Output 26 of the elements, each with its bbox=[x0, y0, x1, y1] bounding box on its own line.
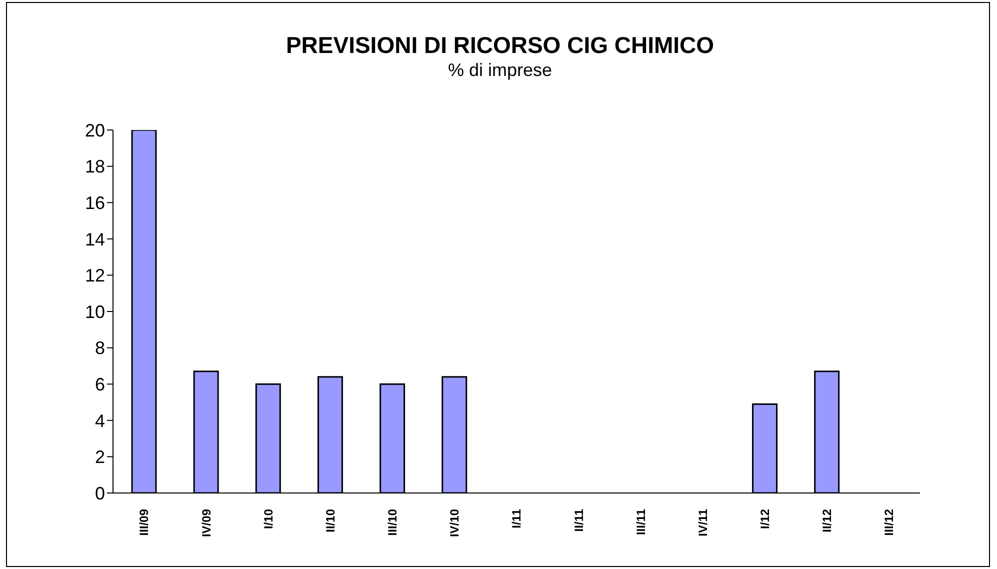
x-tick-label: IV/11 bbox=[696, 508, 710, 536]
x-tick-label: IV/09 bbox=[199, 508, 214, 538]
x-tick-label: III/12 bbox=[882, 508, 896, 536]
x-tick-label: I/11 bbox=[510, 508, 524, 528]
x-tick-label: III/10 bbox=[386, 508, 400, 536]
x-tick-label: III/09 bbox=[137, 508, 152, 536]
y-tick-label: 18 bbox=[84, 156, 105, 177]
x-tick-label: II/11 bbox=[572, 508, 586, 532]
x-tick-label: II/12 bbox=[820, 508, 834, 532]
y-tick-label: 0 bbox=[94, 483, 105, 504]
y-tick-label: 8 bbox=[94, 338, 105, 358]
y-tick-label: 14 bbox=[84, 229, 105, 250]
y-tick-label: 16 bbox=[84, 192, 105, 213]
y-tick-label: 12 bbox=[84, 266, 105, 286]
y-tick-label: 6 bbox=[94, 374, 105, 394]
x-tick-label: III/11 bbox=[634, 508, 648, 536]
chart-subtitle: % di imprese bbox=[446, 59, 554, 81]
y-tick-label: 20 bbox=[84, 120, 105, 140]
x-tick-label: II/10 bbox=[323, 508, 338, 532]
y-tick-label: 4 bbox=[94, 410, 105, 431]
y-tick-label: 2 bbox=[94, 447, 105, 468]
chart-title: PREVISIONI DI RICORSO CIG CHIMICO bbox=[284, 32, 716, 58]
x-tick-label: I/10 bbox=[261, 508, 276, 530]
x-tick-label: I/12 bbox=[758, 508, 772, 530]
x-tick-label: IV/10 bbox=[448, 508, 462, 538]
y-tick-label: 10 bbox=[84, 302, 105, 322]
